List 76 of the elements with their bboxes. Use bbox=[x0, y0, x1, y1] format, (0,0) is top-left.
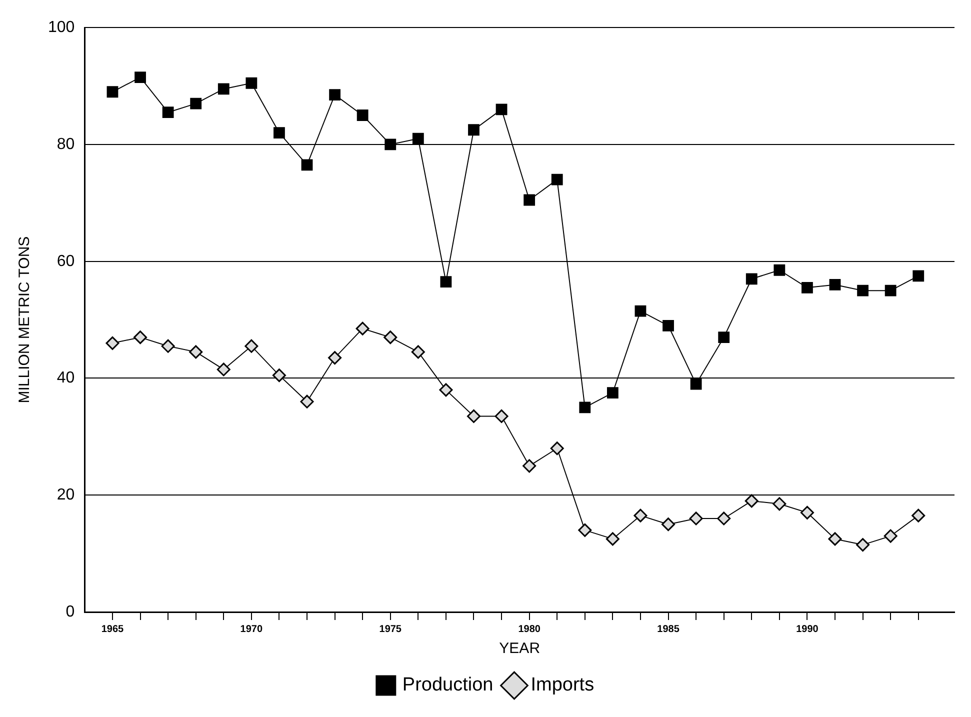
point bbox=[579, 402, 591, 414]
point bbox=[662, 320, 674, 332]
point bbox=[634, 305, 646, 317]
point bbox=[246, 77, 258, 89]
point bbox=[800, 506, 814, 520]
y-tick-label: 20 bbox=[56, 486, 75, 504]
point bbox=[690, 378, 702, 390]
point bbox=[634, 508, 648, 522]
point bbox=[466, 409, 480, 423]
point bbox=[828, 532, 842, 546]
point bbox=[328, 351, 342, 365]
legend-label: Production bbox=[402, 674, 494, 696]
y-axis-title: MILLION METRIC TONS bbox=[16, 236, 34, 404]
point bbox=[802, 282, 813, 294]
point bbox=[190, 98, 202, 110]
point bbox=[689, 512, 703, 526]
point bbox=[134, 330, 148, 344]
point bbox=[912, 508, 926, 522]
point bbox=[272, 368, 286, 382]
x-tick-label: 1980 bbox=[518, 624, 541, 635]
point bbox=[550, 442, 564, 456]
point bbox=[856, 538, 870, 552]
x-axis-title: YEAR bbox=[499, 640, 540, 658]
point bbox=[411, 345, 425, 359]
x-tick-label: 1970 bbox=[240, 624, 263, 635]
point bbox=[134, 72, 146, 83]
y-tick-label: 40 bbox=[56, 370, 75, 387]
x-tick-label: 1975 bbox=[379, 624, 402, 635]
point bbox=[551, 174, 563, 186]
legend-label: Imports bbox=[530, 674, 594, 696]
point bbox=[384, 138, 396, 150]
point bbox=[106, 86, 118, 98]
point bbox=[439, 383, 453, 397]
point bbox=[829, 279, 841, 290]
point bbox=[494, 409, 508, 423]
point bbox=[189, 345, 203, 359]
point bbox=[468, 124, 480, 136]
point bbox=[606, 387, 618, 399]
point bbox=[218, 83, 230, 95]
y-tick-label: 80 bbox=[56, 136, 75, 153]
point bbox=[412, 132, 424, 144]
point bbox=[524, 194, 536, 206]
point bbox=[744, 494, 758, 508]
point bbox=[329, 89, 340, 101]
point bbox=[440, 276, 452, 288]
point bbox=[356, 110, 368, 121]
point bbox=[384, 330, 398, 344]
x-tick-label: 1965 bbox=[101, 624, 124, 635]
point bbox=[578, 523, 592, 537]
point bbox=[857, 284, 868, 296]
point bbox=[274, 127, 285, 138]
point bbox=[884, 284, 896, 296]
point bbox=[884, 529, 898, 543]
point bbox=[161, 339, 175, 353]
point bbox=[216, 362, 230, 376]
point bbox=[244, 339, 258, 353]
point bbox=[356, 322, 370, 336]
point bbox=[496, 104, 508, 116]
point bbox=[301, 159, 313, 171]
point bbox=[522, 459, 536, 473]
x-tick-label: 1990 bbox=[796, 624, 819, 635]
y-tick-label: 0 bbox=[66, 603, 75, 620]
point bbox=[662, 518, 676, 532]
y-tick-label: 100 bbox=[48, 19, 75, 36]
x-tick-label: 1985 bbox=[657, 624, 680, 635]
point bbox=[717, 512, 731, 526]
point bbox=[718, 332, 730, 344]
point bbox=[106, 336, 120, 350]
point bbox=[774, 264, 786, 276]
point bbox=[912, 270, 924, 282]
y-tick-label: 60 bbox=[56, 252, 75, 270]
point bbox=[162, 106, 174, 118]
point bbox=[746, 273, 758, 285]
point bbox=[300, 394, 314, 408]
point bbox=[606, 532, 620, 546]
point bbox=[772, 497, 786, 511]
